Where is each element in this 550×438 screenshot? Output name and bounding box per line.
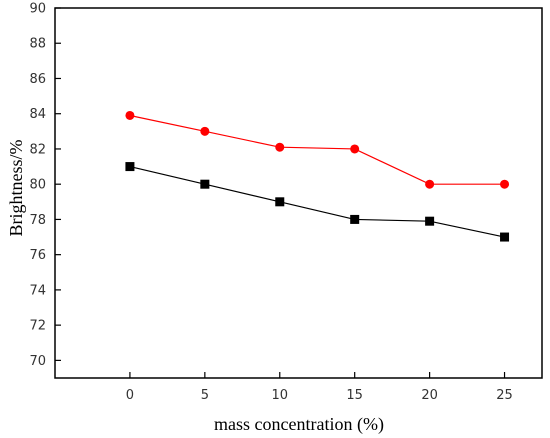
x-tick-label: 25 [496,388,513,403]
data-point [200,179,210,189]
data-point [425,216,435,226]
series-1 [125,110,510,189]
data-point [425,179,435,189]
y-tick-label: 76 [29,248,46,263]
chart-series [125,110,510,242]
data-point [500,179,510,189]
data-point [275,197,285,207]
y-tick-label: 80 [29,178,46,193]
x-axis-title: mass concentration (%) [214,414,384,435]
data-point [350,144,360,154]
series-2 [125,162,510,242]
plot-frame [54,7,543,379]
x-tick-label: 15 [346,388,363,403]
x-tick-label: 20 [421,388,438,403]
data-point [200,126,210,136]
y-tick-label: 84 [29,107,46,122]
y-tick-label: 90 [29,2,46,17]
data-point [500,232,510,242]
series-line [129,114,505,185]
data-point [125,162,135,172]
y-tick-label: 82 [29,142,46,157]
x-tick-label: 0 [126,388,134,403]
data-point [350,214,360,224]
data-point [125,110,135,120]
x-tick-label: 10 [271,388,288,403]
series-line [129,165,505,238]
y-tick-label: 88 [29,37,46,52]
y-tick-label: 72 [29,319,46,334]
chart-axes: 0 5 10 15 20 25 70 72 74 76 78 80 82 84 86 88 90 [29,2,543,403]
y-tick-label: 86 [29,72,46,87]
data-point [275,142,285,152]
y-tick-label: 74 [29,283,46,298]
y-tick-label: 78 [29,213,46,228]
y-axis-title: Brightness/% [6,139,26,236]
x-tick-label: 5 [201,388,209,403]
y-tick-label: 70 [29,354,46,369]
